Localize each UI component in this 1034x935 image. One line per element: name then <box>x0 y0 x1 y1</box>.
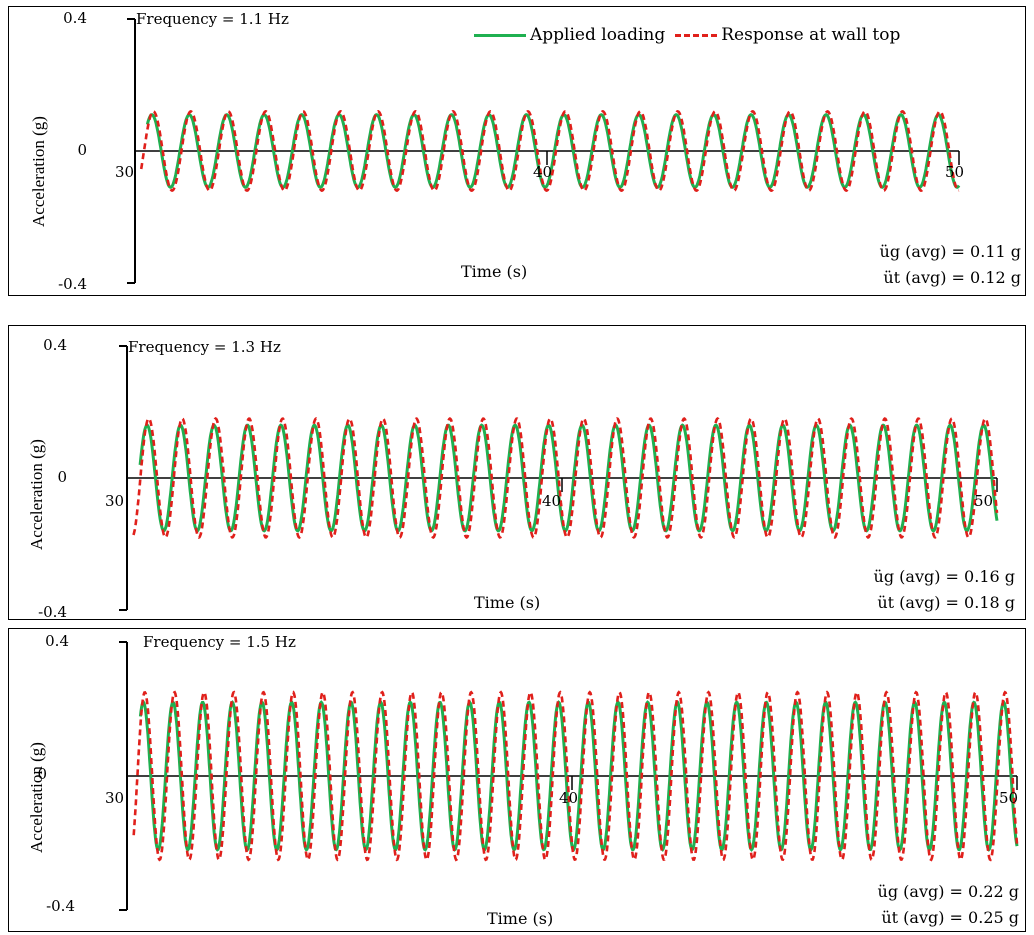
x-tick-label: 30 <box>105 789 125 807</box>
series-line-wall-top-response <box>132 417 999 539</box>
x-axis-label: Time (s) <box>461 262 528 281</box>
chart-panel-1: Acceleration (g) 0.4 0 -0.4 30 40 50 Fre… <box>8 6 1026 296</box>
legend-label: Applied loading <box>530 25 666 45</box>
legend-label: Response at wall top <box>721 25 901 45</box>
y-axis-label: Acceleration (g) <box>27 439 46 550</box>
y-axis-label: Acceleration (g) <box>29 116 48 227</box>
legend-swatch-dashed <box>675 33 718 37</box>
top-accel-avg: üt (avg) = 0.18 g <box>877 593 1015 612</box>
ground-accel-avg: üg (avg) = 0.22 g <box>877 882 1019 901</box>
x-tick-label: 40 <box>533 163 553 181</box>
frequency-label: Frequency = 1.1 Hz <box>136 10 289 28</box>
y-tick-label: 0.4 <box>63 9 87 27</box>
ground-accel-avg: üg (avg) = 0.11 g <box>879 242 1021 261</box>
chart-plot-area <box>119 345 999 611</box>
top-accel-avg: üt (avg) = 0.25 g <box>881 908 1019 927</box>
frequency-label: Frequency = 1.3 Hz <box>128 338 281 356</box>
y-tick-label: -0.4 <box>58 275 87 293</box>
y-tick-label: 0.4 <box>45 632 69 650</box>
x-axis-label: Time (s) <box>487 909 554 928</box>
chart-plot-area <box>119 641 1019 911</box>
series-line-applied-loading <box>138 423 999 533</box>
legend-item-response: Response at wall top <box>675 25 900 45</box>
series-line-wall-top-response <box>139 110 960 192</box>
y-tick-label: 0.4 <box>43 336 67 354</box>
frequency-label: Frequency = 1.5 Hz <box>143 633 296 651</box>
legend-item-applied: Applied loading <box>474 25 665 45</box>
x-tick-label: 50 <box>945 163 965 181</box>
x-tick-label: 50 <box>999 789 1019 807</box>
y-tick-label: -0.4 <box>46 897 75 915</box>
chart-panel-3: Acceleration (g) 0.4 0 -0.4 30 40 50 Fre… <box>8 628 1026 932</box>
average-annotation: üg (avg) = 0.22 g üt (avg) = 0.25 g <box>878 879 1019 931</box>
x-axis-label: Time (s) <box>474 593 541 612</box>
y-tick-label: 0 <box>37 765 47 783</box>
x-tick-label: 30 <box>105 492 125 510</box>
x-tick-label: 50 <box>974 492 994 510</box>
x-tick-label: 30 <box>115 163 135 181</box>
chart-plot-area <box>127 18 961 284</box>
legend: Applied loading Response at wall top <box>464 25 900 45</box>
legend-swatch-solid <box>474 33 526 37</box>
y-tick-label: 0 <box>77 141 87 159</box>
average-annotation: üg (avg) = 0.16 g üt (avg) = 0.18 g <box>874 564 1015 616</box>
x-tick-label: 40 <box>559 789 579 807</box>
series-line-applied-loading <box>138 700 1019 852</box>
chart-panel-2: Acceleration (g) 0.4 0 -0.4 30 40 50 Fre… <box>8 325 1026 621</box>
average-annotation: üg (avg) = 0.11 g üt (avg) = 0.12 g <box>880 239 1021 291</box>
top-accel-avg: üt (avg) = 0.12 g <box>883 268 1021 287</box>
y-tick-label: 0 <box>57 468 67 486</box>
series-line-wall-top-response <box>132 690 1019 862</box>
x-tick-label: 40 <box>542 492 562 510</box>
ground-accel-avg: üg (avg) = 0.16 g <box>873 567 1015 586</box>
y-tick-label: -0.4 <box>38 603 67 621</box>
y-axis-label: Acceleration (g) <box>27 742 46 853</box>
